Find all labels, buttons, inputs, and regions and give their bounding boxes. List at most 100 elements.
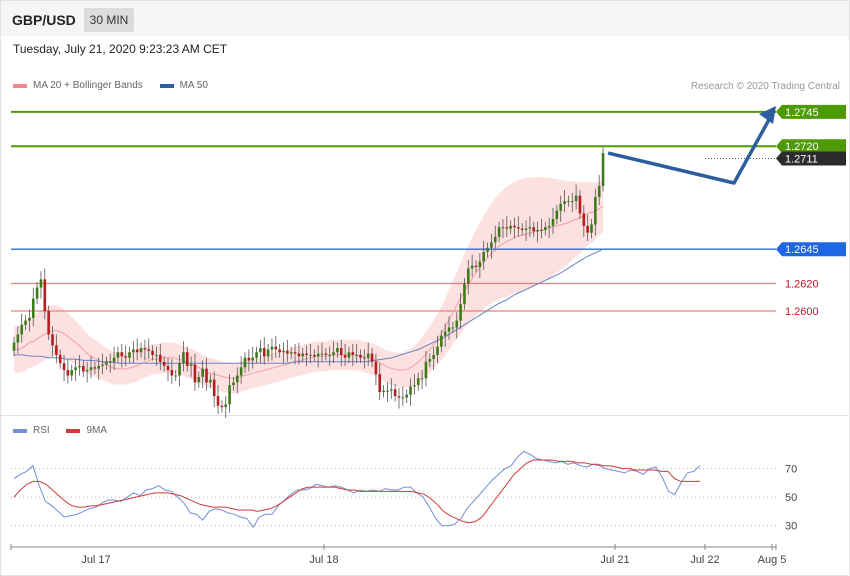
- candle-body: [517, 227, 520, 229]
- candle: [159, 343, 162, 371]
- candle-body: [416, 378, 420, 386]
- candle: [170, 359, 174, 384]
- candle: [478, 253, 482, 279]
- candle: [97, 357, 100, 380]
- candle: [601, 147, 605, 192]
- candle: [205, 357, 208, 391]
- candle: [336, 342, 339, 358]
- candle: [35, 282, 39, 305]
- candle: [216, 385, 220, 414]
- candle: [401, 386, 405, 406]
- candle-body: [205, 368, 208, 383]
- candle: [470, 254, 474, 277]
- candle: [551, 207, 555, 235]
- candle-body: [236, 375, 239, 383]
- candle: [482, 240, 485, 270]
- candle: [289, 346, 293, 360]
- candle-body: [567, 201, 570, 203]
- candle: [363, 349, 366, 369]
- candle: [16, 326, 20, 354]
- candle-body: [216, 396, 220, 406]
- candle: [220, 400, 224, 413]
- candle-body: [320, 353, 324, 355]
- candle: [590, 218, 593, 239]
- level-tag-label: 1.2711: [785, 154, 818, 166]
- candle-body: [278, 349, 281, 353]
- candle-body: [451, 327, 455, 329]
- candle: [570, 192, 574, 213]
- candle-body: [467, 268, 470, 284]
- x-tick-label: Jul 18: [309, 554, 338, 566]
- legend-swatch-rsi: [13, 428, 27, 433]
- candle-body: [513, 225, 516, 228]
- level-tag-label: 1.2600: [785, 306, 819, 318]
- candle-body: [366, 353, 370, 358]
- candle-body: [232, 382, 235, 386]
- candle-body: [424, 361, 428, 379]
- candle: [209, 374, 212, 388]
- candle: [582, 205, 586, 237]
- price-legend: MA 20 + Bollinger Bands MA 50: [13, 80, 222, 91]
- candle: [432, 346, 435, 371]
- candle: [224, 396, 228, 419]
- candle-body: [105, 361, 108, 365]
- candle: [143, 339, 147, 361]
- candle: [51, 326, 54, 357]
- candle-body: [251, 357, 254, 361]
- candle-body: [436, 346, 439, 355]
- candle: [536, 221, 539, 243]
- projection-arrow: [607, 117, 772, 185]
- candle-body: [185, 352, 189, 366]
- candle-body: [532, 227, 536, 232]
- x-tick-label: Jul 17: [81, 554, 110, 566]
- candle: [255, 346, 258, 364]
- candle: [43, 268, 47, 320]
- candle: [574, 184, 578, 210]
- candle: [236, 367, 239, 394]
- candle: [139, 342, 143, 358]
- candle-body: [505, 227, 509, 229]
- candle-body: [24, 320, 27, 325]
- chart-header: GBP/USD 30 MIN: [1, 1, 849, 36]
- candle: [440, 330, 443, 353]
- candle-body: [447, 327, 451, 332]
- candle: [351, 343, 355, 366]
- candle-body: [336, 348, 339, 353]
- candle: [555, 205, 559, 225]
- candle: [47, 305, 50, 340]
- candle: [509, 220, 512, 235]
- rsi-tick-label: 50: [785, 492, 797, 504]
- candle: [328, 346, 331, 366]
- candle: [162, 356, 166, 372]
- candle: [447, 316, 451, 340]
- candle-body: [143, 348, 147, 350]
- candle: [594, 188, 597, 236]
- legend-label-ma50: MA 50: [179, 80, 208, 91]
- candle: [532, 221, 536, 237]
- candle: [116, 346, 120, 364]
- candle-body: [139, 348, 143, 353]
- candle-body: [343, 354, 347, 358]
- candle-body: [482, 251, 485, 262]
- level-tag-bg: [776, 151, 846, 166]
- candle: [374, 353, 378, 386]
- candle-body: [428, 359, 432, 362]
- candle-body: [355, 354, 358, 356]
- candle: [420, 370, 424, 390]
- candle-body: [524, 228, 528, 230]
- candle-body: [270, 346, 274, 350]
- candle-body: [497, 227, 501, 237]
- candle: [497, 221, 501, 243]
- candle: [501, 218, 505, 239]
- candle-body: [501, 227, 505, 229]
- candle: [301, 348, 305, 362]
- candle-body: [31, 298, 35, 318]
- timeframe-button[interactable]: 30 MIN: [84, 8, 134, 32]
- candle-body: [135, 349, 139, 353]
- candle-body: [359, 354, 362, 358]
- candle-body: [536, 229, 539, 232]
- candle-body: [201, 368, 204, 377]
- candle-body: [262, 348, 266, 357]
- candle: [151, 345, 154, 361]
- candle: [313, 349, 316, 362]
